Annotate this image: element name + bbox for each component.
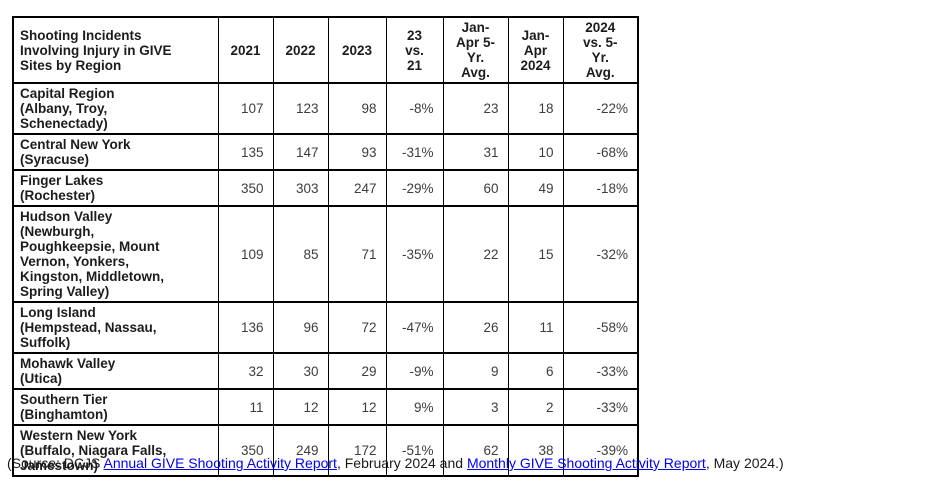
region-label: Southern Tier (Binghamton)	[12, 388, 219, 426]
value-jan-apr-2024: 49	[507, 169, 564, 207]
value-2022: 147	[272, 133, 329, 171]
value-jan-apr-5yr-avg: 23	[442, 82, 509, 135]
value-23-vs-21: -8%	[385, 82, 444, 135]
value-2024-vs-5yr-avg: -32%	[562, 205, 639, 303]
value-2022: 249	[272, 424, 329, 477]
value-2021: 11	[217, 388, 274, 426]
column-header-2024-vs-5yr-avg: 2024 vs. 5- Yr. Avg.	[562, 16, 639, 84]
value-2021: 107	[217, 82, 274, 135]
value-2024-vs-5yr-avg: -68%	[562, 133, 639, 171]
value-jan-apr-2024: 6	[507, 352, 564, 390]
give-shooting-incidents-table: Shooting Incidents Involving Injury in G…	[12, 16, 639, 477]
give-shooting-table-container: Shooting Incidents Involving Injury in G…	[12, 16, 639, 477]
source-text-prefix: (Source: DCJS	[7, 455, 104, 471]
value-23-vs-21: 9%	[385, 388, 444, 426]
value-2023: 72	[327, 301, 387, 354]
value-jan-apr-2024: 18	[507, 82, 564, 135]
region-label: Western New York (Buffalo, Niagara Falls…	[12, 424, 219, 477]
value-2023: 172	[327, 424, 387, 477]
column-header-2022: 2022	[272, 16, 329, 84]
column-header-2023: 2023	[327, 16, 387, 84]
source-citation: (Source: DCJS Annual GIVE Shooting Activ…	[7, 454, 922, 472]
region-label: Hudson Valley (Newburgh, Poughkeepsie, M…	[12, 205, 219, 303]
value-2024-vs-5yr-avg: -58%	[562, 301, 639, 354]
value-2022: 12	[272, 388, 329, 426]
value-2022: 30	[272, 352, 329, 390]
value-2021: 109	[217, 205, 274, 303]
value-2023: 98	[327, 82, 387, 135]
value-23-vs-21: -31%	[385, 133, 444, 171]
region-label: Long Island (Hempstead, Nassau, Suffolk)	[12, 301, 219, 354]
value-2022: 303	[272, 169, 329, 207]
region-label: Capital Region (Albany, Troy, Schenectad…	[12, 82, 219, 135]
table-title-header: Shooting Incidents Involving Injury in G…	[12, 16, 219, 84]
column-header-jan-apr-5yr-avg: Jan- Apr 5- Yr. Avg.	[442, 16, 509, 84]
table-row-finger-lakes: Finger Lakes (Rochester) 350 303 247 -29…	[12, 169, 639, 207]
value-jan-apr-5yr-avg: 9	[442, 352, 509, 390]
value-2023: 29	[327, 352, 387, 390]
value-2021: 135	[217, 133, 274, 171]
value-jan-apr-2024: 10	[507, 133, 564, 171]
value-jan-apr-2024: 2	[507, 388, 564, 426]
monthly-give-report-link[interactable]: Monthly GIVE Shooting Activity Report	[466, 455, 706, 471]
value-jan-apr-5yr-avg: 60	[442, 169, 509, 207]
table-row-hudson-valley: Hudson Valley (Newburgh, Poughkeepsie, M…	[12, 205, 639, 303]
value-23-vs-21: -35%	[385, 205, 444, 303]
value-2024-vs-5yr-avg: -18%	[562, 169, 639, 207]
annual-give-report-link[interactable]: Annual GIVE Shooting Activity Report	[103, 455, 337, 471]
value-jan-apr-2024: 15	[507, 205, 564, 303]
value-2021: 136	[217, 301, 274, 354]
table-row-long-island: Long Island (Hempstead, Nassau, Suffolk)…	[12, 301, 639, 354]
value-2023: 12	[327, 388, 387, 426]
column-header-23-vs-21: 23 vs. 21	[385, 16, 444, 84]
value-jan-apr-2024: 11	[507, 301, 564, 354]
value-jan-apr-5yr-avg: 22	[442, 205, 509, 303]
column-header-jan-apr-2024: Jan- Apr 2024	[507, 16, 564, 84]
source-text-middle: , February 2024 and	[336, 455, 467, 471]
value-2024-vs-5yr-avg: -22%	[562, 82, 639, 135]
region-label: Central New York (Syracuse)	[12, 133, 219, 171]
table-row-capital-region: Capital Region (Albany, Troy, Schenectad…	[12, 82, 639, 135]
value-23-vs-21: -29%	[385, 169, 444, 207]
source-text-suffix: , May 2024.)	[705, 455, 784, 471]
value-jan-apr-5yr-avg: 26	[442, 301, 509, 354]
table-row-central-new-york: Central New York (Syracuse) 135 147 93 -…	[12, 133, 639, 171]
region-label: Mohawk Valley (Utica)	[12, 352, 219, 390]
table-row-southern-tier: Southern Tier (Binghamton) 11 12 12 9% 3…	[12, 388, 639, 426]
value-23-vs-21: -9%	[385, 352, 444, 390]
value-2024-vs-5yr-avg: -39%	[562, 424, 639, 477]
value-2023: 93	[327, 133, 387, 171]
value-2022: 85	[272, 205, 329, 303]
value-2021: 32	[217, 352, 274, 390]
value-jan-apr-5yr-avg: 31	[442, 133, 509, 171]
value-23-vs-21: -51%	[385, 424, 444, 477]
value-2023: 247	[327, 169, 387, 207]
value-jan-apr-2024: 38	[507, 424, 564, 477]
header-row: Shooting Incidents Involving Injury in G…	[12, 16, 639, 84]
value-2022: 123	[272, 82, 329, 135]
value-23-vs-21: -47%	[385, 301, 444, 354]
value-2023: 71	[327, 205, 387, 303]
value-jan-apr-5yr-avg: 62	[442, 424, 509, 477]
region-label: Finger Lakes (Rochester)	[12, 169, 219, 207]
column-header-2021: 2021	[217, 16, 274, 84]
table-row-mohawk-valley: Mohawk Valley (Utica) 32 30 29 -9% 9 6 -…	[12, 352, 639, 390]
value-2021: 350	[217, 169, 274, 207]
value-jan-apr-5yr-avg: 3	[442, 388, 509, 426]
table-row-western-new-york: Western New York (Buffalo, Niagara Falls…	[12, 424, 639, 477]
value-2024-vs-5yr-avg: -33%	[562, 352, 639, 390]
value-2024-vs-5yr-avg: -33%	[562, 388, 639, 426]
value-2022: 96	[272, 301, 329, 354]
